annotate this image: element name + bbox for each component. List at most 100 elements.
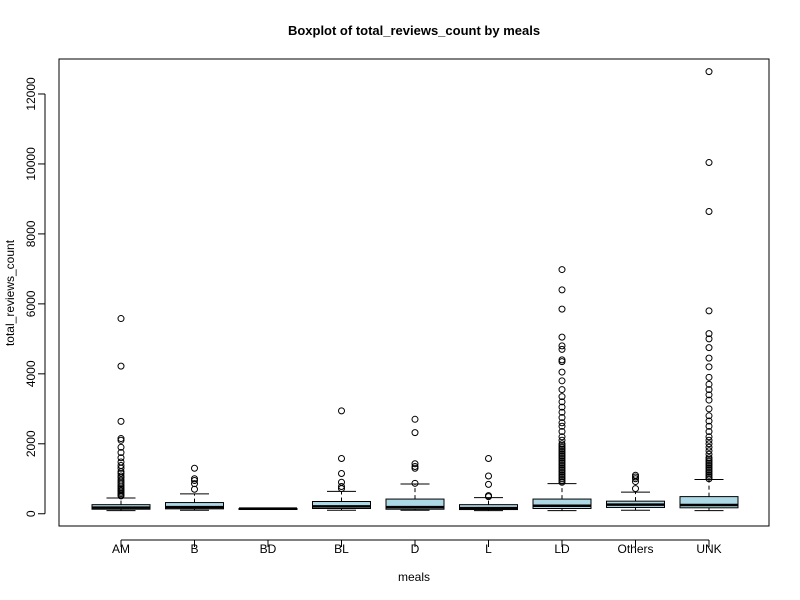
outlier-point <box>705 412 713 420</box>
outlier-point <box>705 380 713 388</box>
box-b <box>165 464 224 511</box>
y-axis: 0 2000 4000 6000 8000 10000 12000 <box>24 77 46 517</box>
outlier-point <box>705 440 713 448</box>
outlier-point <box>632 471 639 479</box>
outlier-point <box>705 454 713 462</box>
iqr-box <box>312 501 371 510</box>
x-tick-label: UNK <box>696 542 721 556</box>
outlier-point <box>705 422 713 430</box>
outlier-point <box>705 330 713 338</box>
outlier-point <box>117 435 125 443</box>
x-tick-label: B <box>190 542 198 556</box>
box-bd <box>238 507 298 511</box>
x-axis-label: meals <box>398 570 430 584</box>
box-bl <box>312 407 371 511</box>
outlier-point <box>705 428 713 436</box>
outlier-point <box>117 443 125 451</box>
outlier-point <box>705 159 713 167</box>
y-tick-label: 0 <box>24 510 38 517</box>
outlier-point <box>705 443 713 451</box>
outlier-point <box>558 419 566 427</box>
outlier-point <box>705 417 713 425</box>
outlier-point <box>705 386 713 394</box>
outlier-point <box>191 480 198 488</box>
outlier-point <box>117 449 125 457</box>
box-l <box>459 454 518 512</box>
outlier-point <box>558 356 566 364</box>
outlier-point <box>705 307 713 315</box>
outlier-point <box>485 480 492 488</box>
box-others <box>606 471 665 511</box>
outlier-point <box>485 454 492 462</box>
outlier-point <box>632 485 639 493</box>
outlier-point <box>558 398 566 406</box>
outlier-point <box>338 470 345 478</box>
outlier-point <box>558 342 566 350</box>
outlier-point <box>558 414 566 422</box>
outlier-point <box>411 463 419 471</box>
iqr-box <box>532 498 592 510</box>
outlier-point <box>558 345 566 353</box>
outlier-point <box>558 408 566 416</box>
outlier-point <box>117 417 125 425</box>
x-tick-label: L <box>485 542 492 556</box>
x-tick-label: AM <box>112 542 130 556</box>
outlier-point <box>705 335 713 343</box>
outlier-point <box>558 422 566 430</box>
outlier-point <box>117 472 125 480</box>
outlier-point <box>411 479 419 487</box>
outlier-point <box>558 440 566 448</box>
outlier-point <box>558 377 566 385</box>
outlier-point <box>558 333 566 341</box>
outlier-point <box>705 433 713 441</box>
chart-title: Boxplot of total_reviews_count by meals <box>288 23 540 38</box>
outlier-point <box>191 464 198 472</box>
y-tick-label: 12000 <box>24 77 38 111</box>
outlier-point <box>117 362 125 370</box>
x-tick-label: BL <box>334 542 349 556</box>
x-axis: AM B BD BL D L LD Others UNK <box>112 539 722 556</box>
iqr-box <box>165 502 224 510</box>
y-axis-label: total_reviews_count <box>3 239 17 346</box>
outlier-point <box>411 415 419 423</box>
x-tick-label: LD <box>554 542 570 556</box>
y-tick-label: 8000 <box>24 220 38 247</box>
outlier-point <box>117 454 125 462</box>
x-tick-label: Others <box>617 542 653 556</box>
outlier-point <box>705 391 713 399</box>
box-ld <box>532 266 592 512</box>
outlier-point <box>705 68 713 76</box>
box-series <box>91 68 739 512</box>
outlier-point <box>705 363 713 371</box>
outlier-point <box>705 405 713 413</box>
outlier-point <box>411 429 419 437</box>
outlier-point <box>117 476 125 484</box>
outlier-point <box>558 368 566 376</box>
outlier-point <box>558 393 566 401</box>
iqr-box <box>385 498 445 510</box>
outlier-point <box>558 433 566 441</box>
y-tick-label: 2000 <box>24 430 38 457</box>
outlier-point <box>191 475 198 483</box>
y-tick-label: 6000 <box>24 290 38 317</box>
outlier-point <box>558 403 566 411</box>
outlier-point <box>705 447 713 455</box>
outlier-point <box>705 208 713 216</box>
outlier-point <box>705 354 713 362</box>
box-d <box>385 415 445 511</box>
outlier-point <box>558 286 566 294</box>
outlier-point <box>558 386 566 394</box>
outlier-point <box>117 458 125 466</box>
outlier-point <box>338 482 345 490</box>
y-tick-label: 10000 <box>24 147 38 181</box>
x-tick-label: BD <box>260 542 277 556</box>
outlier-point <box>485 472 492 480</box>
outlier-point <box>558 266 566 274</box>
outlier-point <box>558 305 566 313</box>
outlier-point <box>558 436 566 444</box>
outlier-point <box>558 428 566 436</box>
outlier-point <box>338 478 345 486</box>
outlier-point <box>411 460 419 468</box>
box-unk <box>679 68 739 512</box>
